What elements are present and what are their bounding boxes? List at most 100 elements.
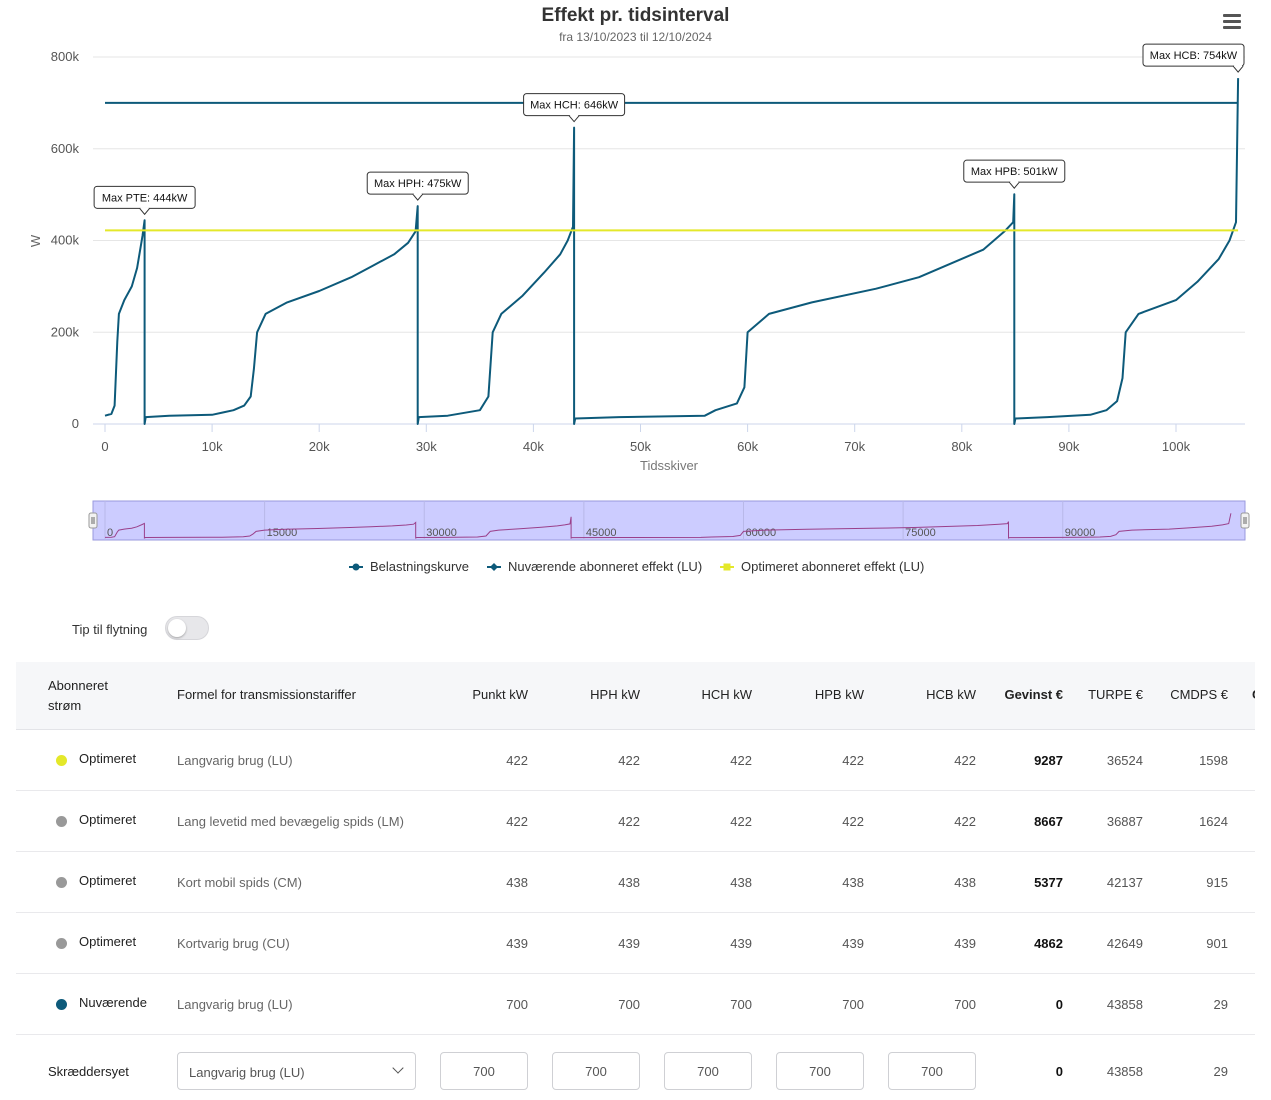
cell-hch: 700 [730,997,752,1012]
peak-annotation: Max HPH: 475kW [366,171,469,201]
cell-hch: 438 [730,875,752,890]
table-row: Optimeret Langvarig brug (LU) 422 422 422 422… [16,730,1255,791]
toggle-knob [168,619,186,637]
row-formula: Kort mobil spids (CM) [177,875,302,890]
hpb-input[interactable] [776,1052,864,1090]
load-curve-series [104,78,1240,425]
hch-input[interactable] [664,1052,752,1090]
row-formula: Langvarig brug (LU) [177,753,293,768]
annotation-label: Max PTE: 444kW [102,192,188,204]
legend-label: Belastningskurve [370,559,469,574]
legend-marker-circle [352,563,360,571]
cell-hcb: 439 [954,936,976,951]
annotation-pointer [1232,65,1244,73]
table-row: Nuværende Langvarig brug (LU) 700 700 700 700… [16,974,1255,1035]
row-name: Optimeret [79,934,137,949]
series-color-dot [56,877,67,888]
header-punkt: Punkt kW [472,687,528,702]
cell-cmdps: 915 [1206,875,1228,890]
legend-item-load-curve[interactable]: Belastningskurve [349,559,469,574]
annotation-label: Max HPH: 475kW [374,178,462,190]
cell-cmdps: 29 [1213,997,1228,1012]
x-axis-title: Tidsskiver [640,458,699,473]
cell-punkt: 422 [506,753,528,768]
navigator-left-handle[interactable] [88,512,98,529]
annotation-label: Max HPB: 501kW [971,166,1058,178]
cell-hch: 439 [730,936,752,951]
x-tick-label: 40k [523,439,544,454]
custom-turpe: 43858 [1106,1064,1143,1079]
row-name: Optimeret [79,812,137,827]
cell-cmdps: 1598 [1199,753,1228,768]
cell-gevinst: 9287 [1034,753,1063,768]
cell-turpe: 42649 [1106,936,1143,951]
table-header: Abonneret strøm Formel for transmissionst… [16,662,1255,730]
cell-punkt: 438 [506,875,528,890]
formula-select-value: Langvarig brug (LU) [189,1065,305,1080]
chart-menu-button[interactable] [1218,10,1246,34]
peak-annotation: Max PTE: 444kW [93,185,196,216]
peak-annotation: Max HCH: 646kW [523,93,626,123]
move-tip-toggle[interactable] [165,616,209,640]
cell-hcb: 422 [954,814,976,829]
navigator-tick-label: 45000 [586,527,617,539]
legend-marker-square [723,563,731,571]
chevron-down-icon [392,1062,404,1074]
navigator-tick-label: 90000 [1065,527,1096,539]
chart-title: Effekt pr. tidsinterval [542,5,730,26]
x-tick-label: 50k [630,439,651,454]
move-tip-label: Tip til flytning [72,621,148,637]
x-tick-label: 60k [737,439,758,454]
cell-punkt: 422 [506,814,528,829]
legend-marker-diamond [490,563,498,571]
hcb-input[interactable] [888,1052,976,1090]
row-formula: Lang levetid med bevægelig spids (LM) [177,814,404,829]
row-name: Optimeret [79,873,137,888]
table-row: Optimeret Lang levetid med bevægelig spid… [16,791,1255,852]
navigator-right-handle[interactable] [1240,512,1250,529]
cell-turpe: 42137 [1106,875,1143,890]
annotation-pointer [412,193,424,201]
row-formula: Langvarig brug (LU) [177,997,293,1012]
y-axis-title: W [28,234,43,247]
header-hch: HCH kW [701,687,752,702]
annotation-label: Max HCH: 646kW [530,100,619,112]
x-tick-label: 10k [202,439,223,454]
cell-hpb: 439 [842,936,864,951]
cell-hch: 422 [730,814,752,829]
x-tick-label: 80k [951,439,972,454]
cell-hcb: 438 [954,875,976,890]
y-tick-label: 800k [51,49,80,64]
cell-turpe: 43858 [1106,997,1143,1012]
row-name: Nuværende [79,995,147,1010]
handle-box [88,512,98,529]
cell-turpe: 36524 [1106,753,1143,768]
navigator-tick-label: 60000 [745,527,776,539]
custom-row-name: Skræddersyet [48,1064,129,1079]
legend-item-current-power[interactable]: Nuværende abonneret effekt (LU) [487,559,702,574]
cell-hpb: 438 [842,875,864,890]
custom-row: Skræddersyet Langvarig brug (LU) 0 43858… [16,1034,1255,1100]
formula-select[interactable]: Langvarig brug (LU) [177,1052,416,1090]
navigator-tick-label: 75000 [905,527,936,539]
cell-cmdps: 901 [1206,936,1228,951]
x-tick-label: 90k [1058,439,1079,454]
x-tick-label: 100k [1162,439,1191,454]
row-formula: Kortvarig brug (CU) [177,936,290,951]
navigator-tick-label: 0 [107,527,113,539]
hph-input[interactable] [552,1052,640,1090]
series-color-dot [56,999,67,1010]
punkt-input[interactable] [440,1052,528,1090]
legend-item-optimized-power[interactable]: Optimeret abonneret effekt (LU) [720,559,924,574]
series-color-dot [56,755,67,766]
cell-hpb: 422 [842,814,864,829]
annotation-pointer [139,207,151,216]
cell-hpb: 422 [842,753,864,768]
header-subscribed: Abonneret strøm [48,678,108,713]
handle-box [1240,512,1250,529]
cell-gevinst: 8667 [1034,814,1063,829]
legend-label: Optimeret abonneret effekt (LU) [741,559,924,574]
custom-cmdps: 29 [1213,1064,1228,1079]
header-hcb: HCB kW [926,687,976,702]
peak-annotation: Max HPB: 501kW [963,159,1066,189]
